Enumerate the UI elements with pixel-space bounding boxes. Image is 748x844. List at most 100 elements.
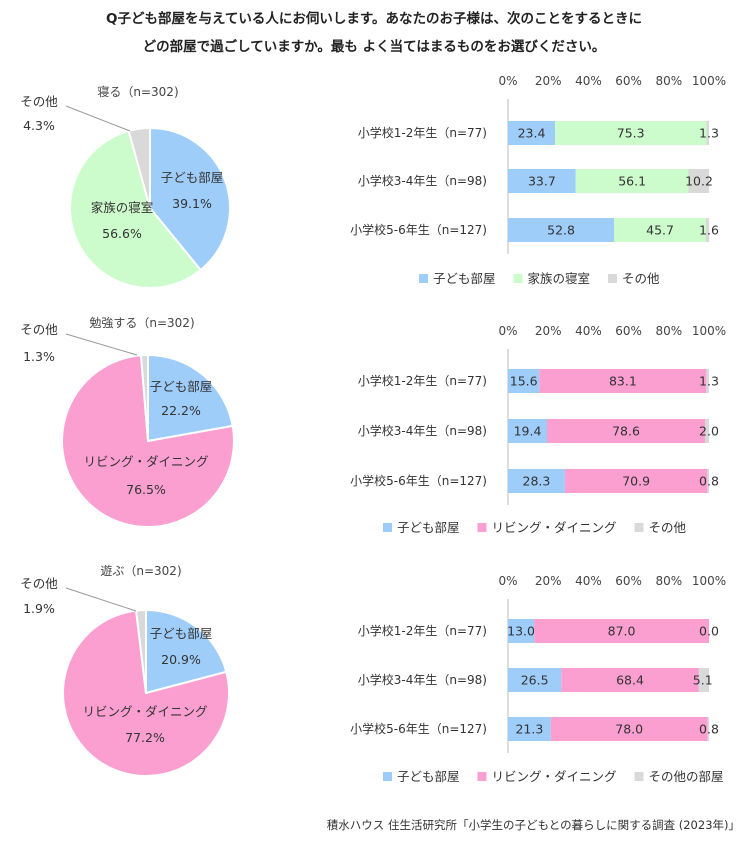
category-label: 小学校3-4年生（n=98) — [358, 672, 487, 687]
bar-value-label: 19.4 — [514, 424, 542, 439]
bar-segment — [508, 717, 551, 741]
bar-value-label: 5.1 — [693, 673, 713, 688]
legend-label: リビング・ダイニング — [492, 520, 617, 535]
pie-slice-value-label: 20.9% — [161, 652, 201, 667]
pie-title: 勉強する（n=302) — [89, 316, 194, 330]
category-label: 小学校5-6年生（n=127) — [350, 721, 487, 736]
bar-segment — [706, 121, 709, 145]
pie-slice-value-label: 56.6% — [102, 226, 142, 241]
bar-segment — [704, 419, 709, 443]
pie-slice-value-label: 39.1% — [172, 196, 212, 211]
bar-segment — [706, 369, 709, 393]
category-label: 小学校5-6年生（n=127) — [350, 222, 487, 237]
x-tick-label: 100% — [692, 324, 726, 338]
bar-segment — [539, 369, 707, 393]
x-tick-label: 40% — [575, 324, 602, 338]
category-label: 小学校1-2年生（n=77) — [358, 373, 487, 388]
legend-swatch — [477, 772, 487, 781]
bar-segment — [508, 369, 540, 393]
legend-label: 子ども部屋 — [397, 769, 460, 784]
pie-slice-label: リビング・ダイニング — [82, 704, 207, 719]
pie-title: 遊ぶ（n=302) — [100, 563, 181, 578]
pie-slice-label: その他 — [20, 322, 58, 337]
pie-slice-value-label: 76.5% — [126, 482, 166, 497]
pie-slice — [61, 354, 235, 528]
bar-segment — [508, 121, 556, 145]
bar-segment — [508, 668, 562, 692]
x-tick-label: 100% — [692, 574, 726, 588]
bar-value-label: 15.6 — [510, 374, 538, 389]
pie-slice-label: その他 — [20, 94, 58, 109]
bar-segment — [508, 419, 547, 443]
bar-segment — [564, 469, 708, 493]
bar-segment — [707, 469, 709, 493]
pie-slice-value-label: 22.2% — [161, 403, 201, 418]
pie-slice-label: 子ども部屋 — [150, 379, 213, 394]
bar-value-label: 21.3 — [515, 722, 543, 737]
pie-slice-value-label: 77.2% — [125, 730, 165, 745]
category-label: 小学校5-6年生（n=127) — [350, 473, 487, 488]
question-line-2: どの部屋で過ごしていますか。最も よく当てはまるものをお選びください。 — [142, 39, 606, 55]
pie-slice-value-label: 1.9% — [23, 601, 55, 616]
legend-swatch — [608, 274, 617, 283]
bar-segment — [698, 668, 709, 692]
bar-value-label: 56.1 — [618, 174, 646, 189]
bar-value-label: 68.4 — [616, 673, 644, 688]
category-label: 小学校1-2年生（n=77) — [358, 125, 487, 140]
pie-slice-label: 子ども部屋 — [150, 626, 213, 641]
bar-value-label: 23.4 — [518, 126, 546, 141]
pie-slice-value-label: 1.3% — [23, 349, 55, 364]
pie-slice-label: その他 — [20, 576, 58, 591]
x-tick-label: 20% — [535, 74, 562, 88]
category-label: 小学校3-4年生（n=98) — [358, 423, 487, 438]
pie-leader-line — [65, 105, 131, 132]
pie-slice-value-label: 4.3% — [23, 118, 55, 133]
legend-label: 家族の寝室 — [528, 271, 591, 286]
bar-segment — [508, 469, 565, 493]
legend-swatch — [419, 274, 428, 283]
bar-value-label: 0.8 — [699, 722, 719, 737]
bar-segment — [508, 169, 576, 193]
bar-value-label: 0.0 — [699, 624, 719, 639]
x-tick-label: 20% — [535, 574, 562, 588]
x-tick-label: 0% — [498, 574, 517, 588]
bar-value-label: 78.6 — [612, 424, 640, 439]
x-tick-label: 0% — [498, 324, 517, 338]
x-tick-label: 100% — [692, 74, 726, 88]
pie-leader-line — [65, 587, 137, 612]
bar-value-label: 10.2 — [685, 174, 713, 189]
x-tick-label: 20% — [535, 324, 562, 338]
bar-value-label: 87.0 — [608, 624, 636, 639]
bar-segment — [534, 619, 709, 643]
bar-segment — [508, 218, 615, 242]
bar-value-label: 1.3 — [699, 374, 719, 389]
bar-segment — [705, 218, 710, 242]
bar-segment — [550, 717, 708, 741]
pie-title: 寝る（n=302) — [97, 84, 178, 99]
x-tick-label: 40% — [575, 574, 602, 588]
bar-value-label: 28.3 — [523, 474, 551, 489]
bar-value-label: 1.6 — [699, 223, 719, 238]
bar-value-label: 0.8 — [699, 474, 719, 489]
bar-segment — [561, 668, 699, 692]
bar-value-label: 45.7 — [646, 223, 674, 238]
pie-leader-line — [65, 333, 138, 356]
bar-value-label: 13.0 — [507, 624, 535, 639]
legend-swatch — [513, 274, 523, 283]
bar-segment — [546, 419, 705, 443]
bar-segment — [575, 169, 689, 193]
source-credit: 積水ハウス 住生活研究所「小学生の子どもとの暮らしに関する調査 (2023年)」 — [326, 818, 740, 832]
x-tick-label: 0% — [498, 74, 517, 88]
bar-segment — [555, 121, 707, 145]
pie-slice — [69, 129, 203, 289]
pie-slice — [149, 126, 231, 272]
legend-swatch — [634, 772, 644, 781]
bar-value-label: 78.0 — [615, 722, 643, 737]
category-label: 小学校3-4年生（n=98) — [358, 173, 487, 188]
legend-label: その他 — [622, 271, 660, 286]
bar-value-label: 26.5 — [521, 673, 549, 688]
legend-label: 子ども部屋 — [433, 271, 496, 286]
legend-swatch — [477, 523, 487, 532]
